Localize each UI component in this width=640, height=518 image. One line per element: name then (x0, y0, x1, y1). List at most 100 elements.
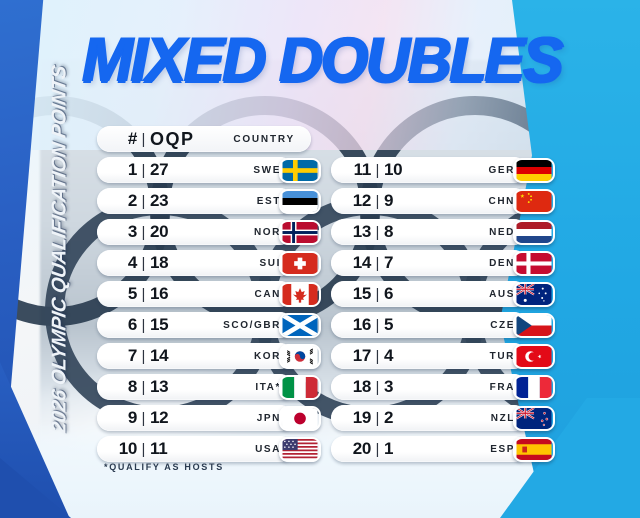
table-row[interactable]: 12 | 9 CHN (331, 188, 555, 214)
row-rank: 16 (352, 315, 372, 334)
row-points: 16 (150, 284, 169, 303)
row-pill[interactable]: 11 | 10 GER (331, 157, 527, 183)
row-country: EST (256, 195, 281, 207)
table-row[interactable]: 19 | 2 NZL (331, 405, 555, 431)
row-points: 7 (384, 253, 394, 272)
table-row[interactable]: 1 | 27 SWE (97, 157, 321, 183)
flag-scotland (279, 313, 321, 338)
row-pill[interactable]: 13 | 8 NED (331, 219, 527, 245)
table-row[interactable]: 8 | 13 ITA* (97, 374, 321, 400)
row-separator: | (375, 409, 380, 427)
row-pill[interactable]: 14 | 7 DEN (331, 250, 527, 276)
row-pill[interactable]: 20 | 1 ESP (331, 436, 527, 462)
row-country: ITA* (255, 381, 281, 393)
row-pill[interactable]: 5 | 16 CAN (97, 281, 293, 307)
flag-new-zealand (513, 406, 555, 431)
row-points: 18 (150, 253, 169, 272)
row-separator: | (141, 223, 146, 241)
row-pill[interactable]: 18 | 3 FRA (331, 374, 527, 400)
row-country: USA (255, 443, 281, 455)
table-row[interactable]: 17 | 4 TUR (331, 343, 555, 369)
row-rank: 7 (127, 346, 137, 365)
row-pill[interactable]: 19 | 2 NZL (331, 405, 527, 431)
row-pill[interactable]: 17 | 4 TUR (331, 343, 527, 369)
flag-czechia (513, 313, 555, 338)
row-country: GER (488, 164, 515, 176)
row-rank: 9 (127, 408, 137, 427)
row-pill[interactable]: 12 | 9 CHN (331, 188, 527, 214)
table-row[interactable]: 9 | 12 JPN (97, 405, 321, 431)
row-rank: 5 (127, 284, 137, 303)
row-separator: | (141, 161, 146, 179)
table-row[interactable]: 16 | 5 CZE (331, 312, 555, 338)
table-row[interactable]: 5 | 16 CAN (97, 281, 321, 307)
flag-australia (513, 282, 555, 307)
row-points: 5 (384, 315, 394, 334)
row-rank: 1 (127, 160, 137, 179)
row-points: 4 (384, 346, 394, 365)
header-pill: # | OQP COUNTRY (97, 126, 311, 152)
standings-column-right: 11 | 10 GER 12 | 9 CHN 13 | 8 NED 14 | 7 DEN 15 | 6 AUS 16 | 5… (331, 157, 555, 467)
table-header-row: # | OQP COUNTRY (97, 126, 315, 152)
row-separator: | (375, 440, 380, 458)
table-row[interactable]: 18 | 3 FRA (331, 374, 555, 400)
table-row[interactable]: 14 | 7 DEN (331, 250, 555, 276)
flag-france (513, 375, 555, 400)
table-row[interactable]: 20 | 1 ESP (331, 436, 555, 462)
page-title: MIXED DOUBLES (82, 25, 563, 95)
row-rank: 13 (352, 222, 372, 241)
flag-norway (279, 220, 321, 245)
table-row[interactable]: 7 | 14 KOR (97, 343, 321, 369)
row-pill[interactable]: 15 | 6 AUS (331, 281, 527, 307)
row-separator: | (375, 223, 380, 241)
table-row[interactable]: 11 | 10 GER (331, 157, 555, 183)
row-country: AUS (489, 288, 515, 300)
row-points: 13 (150, 377, 169, 396)
row-country: SWE (253, 164, 281, 176)
standings-column-left: # | OQP COUNTRY 1 | 27 SWE 2 | 23 EST 3 | 20 NOR 4 | 1… (97, 126, 321, 467)
row-points: 15 (150, 315, 169, 334)
row-separator: | (141, 254, 146, 272)
flag-canada (279, 282, 321, 307)
row-pill[interactable]: 3 | 20 NOR (97, 219, 293, 245)
row-pill[interactable]: 6 | 15 SCO/GBR (97, 312, 293, 338)
row-points: 20 (150, 222, 169, 241)
table-row[interactable]: 2 | 23 EST (97, 188, 321, 214)
row-separator: | (375, 316, 380, 334)
table-row[interactable]: 15 | 6 AUS (331, 281, 555, 307)
row-rank: 2 (127, 191, 137, 210)
row-country: SUI (259, 257, 281, 269)
row-pill[interactable]: 2 | 23 EST (97, 188, 293, 214)
row-rank: 4 (127, 253, 137, 272)
row-country: FRA (489, 381, 515, 393)
row-separator: | (141, 285, 146, 303)
row-separator: | (375, 285, 380, 303)
row-pill[interactable]: 16 | 5 CZE (331, 312, 527, 338)
row-rank: 17 (352, 346, 372, 365)
row-country: DEN (489, 257, 515, 269)
row-rank: 18 (352, 377, 372, 396)
row-pill[interactable]: 1 | 27 SWE (97, 157, 293, 183)
row-pill[interactable]: 8 | 13 ITA* (97, 374, 293, 400)
table-row[interactable]: 3 | 20 NOR (97, 219, 321, 245)
flag-estonia (279, 189, 321, 214)
row-pill[interactable]: 10 | 11 USA (97, 436, 293, 462)
table-row[interactable]: 4 | 18 SUI (97, 250, 321, 276)
table-row[interactable]: 6 | 15 SCO/GBR (97, 312, 321, 338)
flag-usa (279, 437, 321, 462)
table-row[interactable]: 13 | 8 NED (331, 219, 555, 245)
row-points: 9 (384, 191, 394, 210)
row-pill[interactable]: 9 | 12 JPN (97, 405, 293, 431)
row-country: CAN (254, 288, 281, 300)
row-rank: 6 (127, 315, 137, 334)
row-pill[interactable]: 4 | 18 SUI (97, 250, 293, 276)
row-rank: 14 (352, 253, 372, 272)
table-row[interactable]: 10 | 11 USA (97, 436, 321, 462)
row-separator: | (375, 378, 380, 396)
flag-netherlands (513, 220, 555, 245)
row-rank: 12 (352, 191, 372, 210)
row-pill[interactable]: 7 | 14 KOR (97, 343, 293, 369)
flag-japan (279, 406, 321, 431)
header-rank-label: # (127, 129, 137, 148)
